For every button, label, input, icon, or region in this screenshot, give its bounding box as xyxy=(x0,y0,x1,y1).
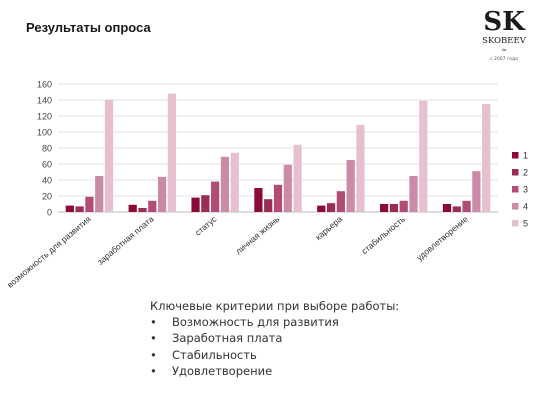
bar xyxy=(128,204,137,212)
legend-label: 2 xyxy=(523,168,528,178)
bar xyxy=(167,93,176,212)
bar xyxy=(75,206,84,212)
bar xyxy=(65,205,74,212)
bar xyxy=(389,204,399,212)
bar xyxy=(452,206,461,212)
legend-label: 5 xyxy=(523,219,528,229)
bar xyxy=(346,160,355,212)
legend-swatch xyxy=(512,203,519,210)
x-tick-label: возможность для развития xyxy=(5,214,93,290)
bar xyxy=(138,208,147,212)
bar xyxy=(254,188,263,212)
bar xyxy=(293,144,302,212)
bar xyxy=(104,100,114,212)
bar xyxy=(419,100,428,212)
bar xyxy=(220,156,230,212)
y-tick-label: 100 xyxy=(37,128,52,138)
bar xyxy=(148,200,157,212)
y-tick-label: 60 xyxy=(42,160,52,170)
bar xyxy=(157,176,167,212)
bar xyxy=(472,171,481,212)
bar xyxy=(283,164,292,212)
bullet-icon: • xyxy=(150,347,157,362)
x-tick-label: статус xyxy=(193,213,219,237)
logo-year: с 2007 года xyxy=(490,56,518,62)
bar xyxy=(336,191,345,212)
y-tick-label: 80 xyxy=(42,144,52,154)
bullet-icon: • xyxy=(150,363,157,378)
x-tick-label: заработная плата xyxy=(95,214,156,267)
bar xyxy=(191,197,200,212)
bar xyxy=(442,204,452,212)
notes-item-label: Удовлетворение xyxy=(172,363,273,378)
legend-label: 1 xyxy=(523,151,528,161)
bar xyxy=(356,124,365,212)
bar xyxy=(230,152,239,212)
notes-item-0: • Возможность для развития xyxy=(150,314,399,330)
x-tick-label: карьера xyxy=(313,214,344,242)
legend-swatch xyxy=(512,152,519,159)
bar xyxy=(317,205,326,212)
bar xyxy=(399,200,408,212)
y-tick-label: 20 xyxy=(42,192,52,202)
bar xyxy=(211,181,220,212)
page-title: Результаты опроса xyxy=(26,20,151,35)
bar xyxy=(409,176,418,212)
y-tick-label: 0 xyxy=(47,208,52,218)
bar xyxy=(326,203,336,212)
survey-bar-chart: 0 20 40 60 80 100 120 140 160 возможность для раз… xyxy=(5,80,528,290)
legend-label: 4 xyxy=(523,202,528,212)
logo-name: SKOBEEV xyxy=(482,36,527,46)
bullet-icon: • xyxy=(150,331,157,346)
y-tick-label: 160 xyxy=(37,80,52,90)
notes-item-label: Стабильность xyxy=(172,347,257,362)
notes-item-1: • Заработная плата xyxy=(150,330,399,346)
bar xyxy=(95,176,104,212)
logo-ornament: ≈ xyxy=(501,46,507,54)
bar xyxy=(85,196,94,212)
notes-heading: Ключевые критерии при выборе работы: xyxy=(150,299,400,313)
y-tick-label: 140 xyxy=(37,96,52,106)
bar xyxy=(482,104,491,212)
bar xyxy=(273,184,283,212)
company-logo: SK SKOBEEV ≈ с 2007 года xyxy=(482,7,527,62)
y-tick-label: 120 xyxy=(37,112,52,122)
x-tick-label: удовлетворение xyxy=(414,214,470,263)
legend-label: 3 xyxy=(523,185,528,195)
bar xyxy=(462,200,471,212)
legend-swatch xyxy=(512,169,519,176)
logo-monogram: SK xyxy=(483,7,526,37)
y-tick-label: 40 xyxy=(42,176,52,186)
notes-item-2: • Стабильность xyxy=(150,347,399,363)
bullet-icon: • xyxy=(150,315,157,330)
bar xyxy=(380,204,389,212)
notes-item-3: • Удовлетворение xyxy=(150,363,399,379)
notes-item-label: Заработная плата xyxy=(172,331,283,346)
key-criteria-notes: Ключевые критерии при выборе работы: • Во… xyxy=(150,298,399,379)
bar xyxy=(264,199,273,212)
x-tick-label: личная жизнь xyxy=(234,214,282,257)
notes-item-label: Возможность для развития xyxy=(172,315,339,330)
legend-swatch xyxy=(512,220,519,227)
bar xyxy=(201,195,210,212)
legend-swatch xyxy=(512,186,519,193)
x-tick-label: стабильность xyxy=(359,214,407,257)
